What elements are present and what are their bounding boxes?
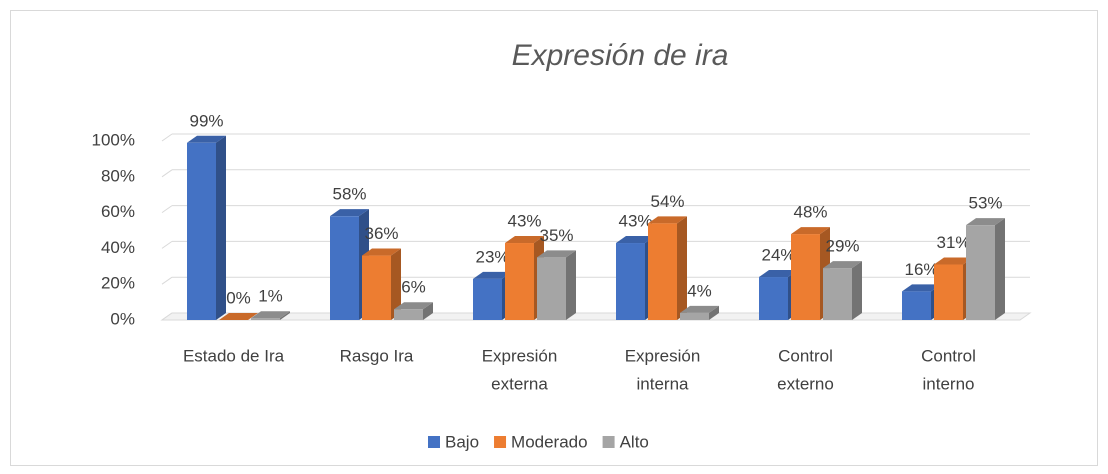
bar-side	[995, 218, 1005, 320]
x-tick-label: externa	[491, 374, 548, 393]
bar	[251, 318, 280, 320]
x-tick-label: externo	[777, 374, 834, 393]
bar	[187, 142, 216, 320]
bar	[823, 268, 852, 320]
data-label: 24%	[761, 246, 795, 265]
bar-top	[394, 302, 433, 310]
legend-label: Bajo	[445, 432, 479, 451]
legend-swatch	[428, 436, 440, 448]
bar	[759, 277, 788, 320]
x-tick-label: interno	[923, 374, 975, 393]
bar	[505, 243, 534, 320]
bar-top	[505, 236, 544, 244]
y-tick-label: 40%	[101, 238, 135, 257]
bar-top	[934, 257, 973, 265]
data-label: 48%	[793, 203, 827, 222]
bar-top	[219, 313, 258, 320]
data-label: 54%	[650, 192, 684, 211]
grid-line-side	[161, 276, 173, 285]
data-label: 36%	[364, 224, 398, 243]
y-tick-label: 80%	[101, 166, 135, 185]
data-label: 43%	[507, 212, 541, 231]
bar-side	[423, 302, 433, 320]
bar	[537, 257, 566, 320]
bar-top	[537, 250, 576, 258]
bar-top	[648, 216, 687, 224]
legend-label: Moderado	[511, 432, 588, 451]
x-tick-label: Rasgo Ira	[340, 346, 414, 365]
grid-line-side	[161, 205, 173, 214]
bar	[680, 312, 709, 320]
bar-top	[616, 236, 655, 244]
bar-top	[759, 270, 798, 278]
data-label: 1%	[258, 287, 283, 306]
x-tick-label: Estado de Ira	[183, 346, 285, 365]
bar-top	[823, 261, 862, 269]
bar-top	[966, 218, 1005, 226]
bar-side	[677, 216, 687, 320]
bar-side	[709, 305, 719, 320]
floor	[160, 312, 1032, 321]
bar	[616, 243, 645, 320]
bar	[966, 225, 995, 320]
x-tick-label: Expresión	[625, 346, 701, 365]
bar-top	[251, 311, 290, 319]
bar-top	[680, 305, 719, 313]
bar-side	[852, 261, 862, 320]
data-label: 4%	[687, 281, 712, 300]
bar-side	[391, 248, 401, 320]
data-label: 58%	[332, 185, 366, 204]
bar-top	[473, 271, 512, 279]
data-label: 31%	[936, 233, 970, 252]
data-label: 16%	[904, 260, 938, 279]
data-label: 6%	[401, 278, 426, 297]
bar-side	[216, 135, 226, 320]
bar	[330, 216, 359, 320]
grid-line-side	[161, 240, 173, 249]
y-tick-label: 20%	[101, 274, 135, 293]
legend-swatch	[602, 436, 615, 448]
bar	[934, 264, 963, 320]
data-label: 23%	[475, 247, 509, 266]
grid-line-side	[161, 133, 173, 142]
data-label: 53%	[968, 194, 1002, 213]
bar	[791, 234, 820, 320]
y-tick-label: 100%	[92, 130, 135, 149]
bar	[362, 255, 391, 320]
x-tick-label: Control	[921, 346, 976, 365]
bar-side	[280, 311, 290, 320]
bar	[648, 223, 677, 320]
data-label: 43%	[618, 212, 652, 231]
bar	[473, 278, 502, 320]
data-label: 0%	[226, 288, 251, 307]
x-tick-label: Control	[778, 346, 833, 365]
data-label: 35%	[539, 226, 573, 245]
bar-top	[362, 248, 401, 256]
grid-line-side	[161, 169, 173, 178]
bar	[394, 309, 423, 320]
bar-top	[187, 135, 226, 143]
chart-title: Expresión de ira	[512, 39, 729, 72]
bar-top	[330, 209, 369, 217]
legend-swatch	[494, 436, 507, 448]
bar-top	[791, 227, 830, 235]
x-tick-label: interna	[637, 374, 690, 393]
data-label: 29%	[825, 237, 859, 256]
x-tick-label: Expresión	[482, 346, 558, 365]
bar-side	[566, 250, 576, 320]
y-tick-label: 0%	[110, 309, 135, 328]
data-label: 99%	[189, 111, 223, 130]
legend-label: Alto	[620, 432, 649, 451]
bar	[902, 291, 931, 320]
y-tick-label: 60%	[101, 202, 135, 221]
bar-top	[902, 284, 941, 292]
